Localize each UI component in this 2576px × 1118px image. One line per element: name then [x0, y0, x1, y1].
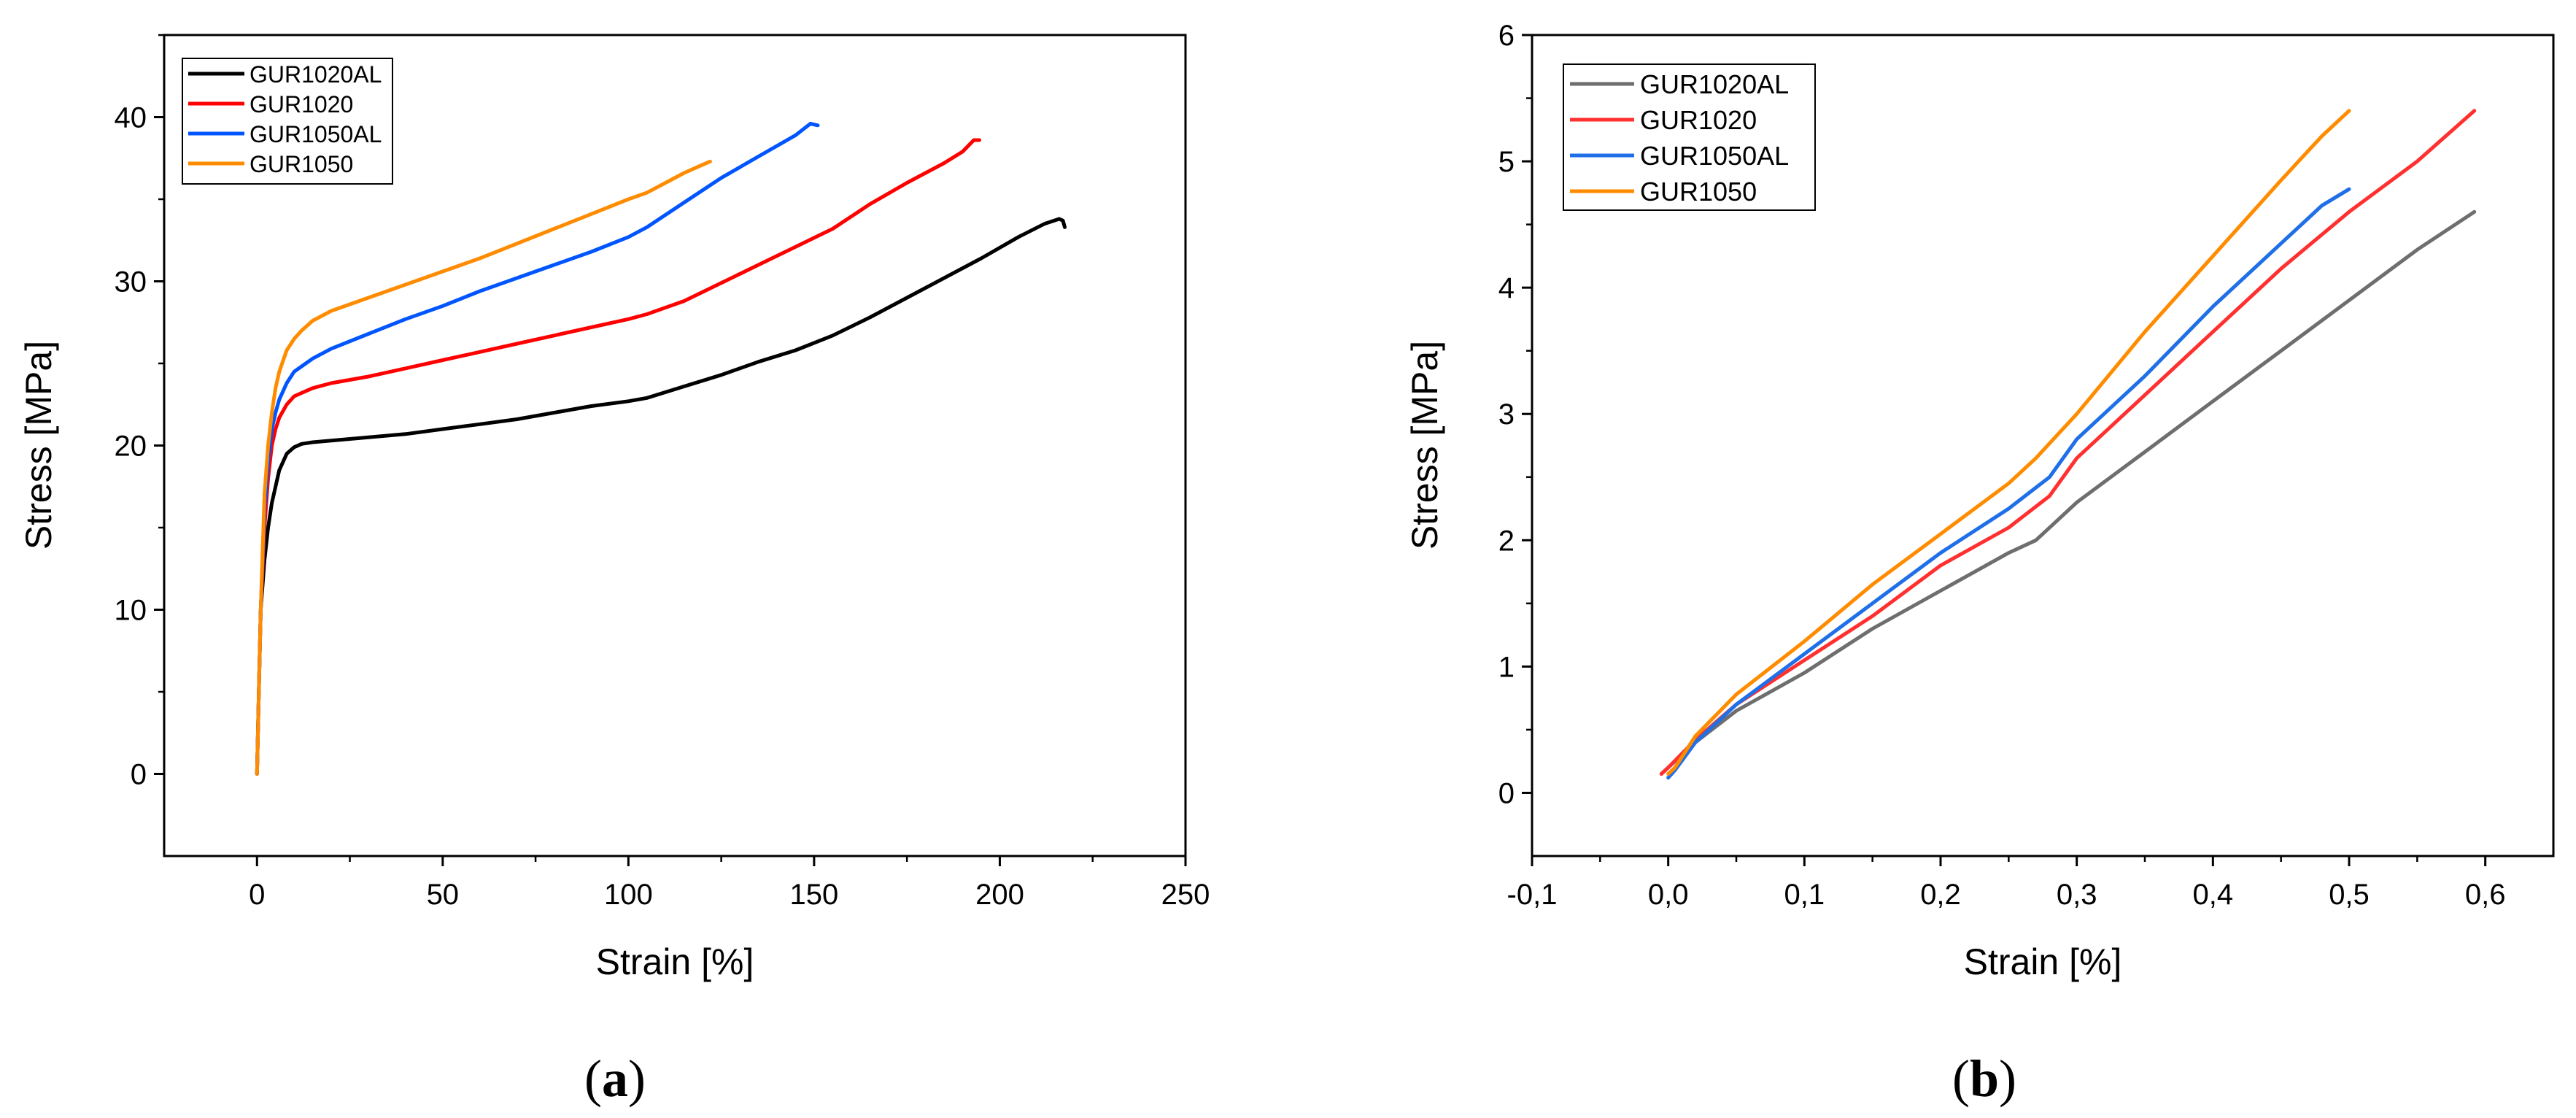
panel-b-x-tick-label-6: 0,5	[2329, 879, 2370, 911]
panel-a-series-gur1020	[255, 138, 981, 776]
panel-b-x-tick-label-4: 0,3	[2057, 879, 2097, 911]
legend-b-label-gur1050: GUR1050	[1640, 177, 1757, 207]
panel-b-x-tick-label-2: 0,1	[1784, 879, 1825, 911]
panel-b-y-tick-label-3: 3	[1498, 398, 1515, 431]
panel-b-y-tick-label-6: 6	[1498, 20, 1515, 52]
legend-a-label-gur1020al: GUR1020AL	[250, 61, 382, 88]
panel-b-y-tick-label-4: 4	[1498, 272, 1515, 304]
panel-a-y-tick-label-3: 30	[115, 266, 147, 298]
panel-b-y-tick-label-0: 0	[1498, 777, 1515, 809]
panel-a-x-tick-label-0: 0	[249, 879, 265, 911]
panel-b-x-tick-label-7: 0,6	[2465, 879, 2506, 911]
panel-b-legend: GUR1020AL GUR1020 GUR1050AL GUR1050	[1563, 63, 1816, 211]
panel-a-ticks: 0 50 100 150 200 250 0 10 20 30 40	[115, 34, 1210, 911]
legend-a-label-gur1020: GUR1020	[250, 91, 353, 117]
panel-a-y-tick-label-0: 0	[131, 759, 147, 791]
panel-b-x-axis-title: Strain [%]	[1964, 941, 2122, 982]
panel-b-series	[1659, 109, 2477, 780]
panel-a-y-tick-label-1: 10	[115, 595, 147, 627]
panel-b-x-tick-label-5: 0,4	[2193, 879, 2234, 911]
panel-b-x-tick-label-1: 0,0	[1648, 879, 1689, 911]
panel-a-x-tick-label-1: 50	[427, 879, 460, 911]
panel-b-legend-box	[1563, 63, 1816, 211]
panel-a-y-tick-label-2: 20	[115, 431, 147, 463]
panel-a-x-tick-label-5: 250	[1161, 879, 1210, 911]
panel-b-ticks: -0,1 0,0 0,1 0,2 0,3 0,4 0,5 0,6 0 1 2 3 4 5 6	[1498, 20, 2506, 911]
panel-b-label: (b)	[1952, 1049, 2016, 1108]
panel-a-series-gur1050	[255, 159, 712, 776]
panel-b-series-gur1050al	[1666, 187, 2351, 780]
panel-a-series-gur1020al	[255, 217, 1067, 776]
panel-b-y-tick-label-2: 2	[1498, 525, 1515, 557]
panel-b-x-tick-label-3: 0,2	[1920, 879, 1961, 911]
panel-b-plot-frame	[1531, 34, 2555, 857]
panel-a-x-tick-label-2: 100	[604, 879, 653, 911]
panel-b-y-tick-label-1: 1	[1498, 651, 1515, 683]
panel-a-series-gur1050al	[255, 122, 820, 776]
panel-b-chart: -0,1 0,0 0,1 0,2 0,3 0,4 0,5 0,6 0 1 2 3 4 5 6 Strain …	[1404, 20, 2555, 1108]
panel-a-legend: GUR1020AL GUR1020 GUR1050AL GUR1050	[182, 58, 393, 185]
panel-b-y-tick-label-5: 5	[1498, 146, 1515, 178]
panel-b-y-axis-title: Stress [MPa]	[1404, 341, 1445, 550]
legend-b-label-gur1020al: GUR1020AL	[1640, 69, 1789, 99]
panel-b-series-gur1020al	[1659, 209, 2477, 776]
legend-a-label-gur1050: GUR1050	[250, 151, 353, 177]
legend-a-label-gur1050al: GUR1050AL	[250, 121, 382, 147]
panel-a-x-tick-label-4: 200	[975, 879, 1024, 911]
panel-a-y-axis-title: Stress [MPa]	[18, 341, 59, 550]
legend-b-label-gur1050al: GUR1050AL	[1640, 141, 1789, 171]
panel-a-y-tick-label-4: 40	[115, 102, 147, 134]
legend-b-label-gur1020: GUR1020	[1640, 105, 1757, 135]
panel-a-x-tick-label-3: 150	[790, 879, 839, 911]
panel-a-x-axis-title: Strain [%]	[596, 941, 754, 982]
panel-b-x-tick-label-0: -0,1	[1507, 879, 1558, 911]
panel-a-label: (a)	[584, 1049, 646, 1108]
panel-a-series	[255, 122, 1067, 776]
panel-b-series-gur1050	[1666, 109, 2351, 776]
panel-a-chart: 0 50 100 150 200 250 0 10 20 30 40 Strain [%] Stre…	[18, 34, 1210, 1108]
